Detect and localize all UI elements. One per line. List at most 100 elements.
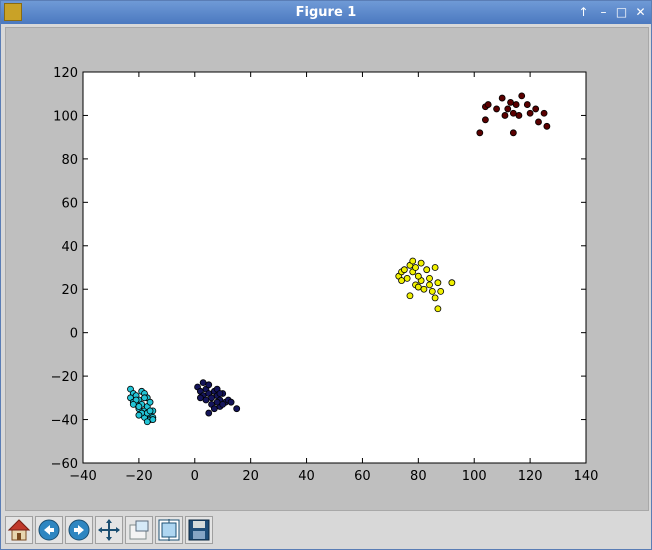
- data-point-series-0: [143, 418, 151, 426]
- zoom-rect-icon: [129, 520, 149, 540]
- data-point-series-2: [431, 264, 439, 271]
- data-point-series-2: [412, 264, 419, 271]
- back-button[interactable]: [35, 516, 63, 544]
- data-point-series-3: [504, 105, 512, 113]
- data-point-series-2: [414, 283, 422, 291]
- y-tick-label: 40: [61, 240, 78, 255]
- app-icon: [4, 3, 22, 21]
- data-point-series-0: [146, 407, 154, 415]
- data-point-series-1: [219, 400, 227, 408]
- data-point-series-0: [149, 416, 157, 423]
- data-point-series-2: [434, 279, 442, 287]
- y-tick-label: −20: [51, 370, 78, 385]
- zoom-button[interactable]: [125, 516, 153, 544]
- data-point-series-3: [512, 101, 520, 108]
- data-point-series-3: [532, 105, 540, 113]
- y-tick-label: 100: [53, 109, 78, 124]
- data-point-series-3: [523, 101, 531, 108]
- save-disk-icon: [188, 519, 210, 541]
- data-point-series-3: [518, 92, 526, 100]
- data-point-series-2: [414, 272, 422, 280]
- data-point-series-2: [437, 287, 445, 295]
- x-tick-label: 80: [410, 469, 427, 484]
- data-point-series-2: [423, 266, 431, 274]
- y-tick-label: 60: [61, 196, 78, 211]
- x-tick-label: 60: [354, 469, 371, 484]
- minimize-button[interactable]: –: [600, 5, 607, 19]
- y-tick-label: −40: [51, 414, 78, 429]
- subplots-icon: [158, 519, 180, 541]
- close-button[interactable]: ✕: [635, 5, 646, 19]
- data-point-series-2: [400, 266, 408, 274]
- data-point-series-0: [129, 400, 137, 408]
- maximize-button[interactable]: □: [615, 5, 628, 19]
- data-point-series-1: [202, 396, 210, 404]
- plot-area: [83, 72, 586, 463]
- data-point-series-1: [205, 409, 213, 417]
- y-tick-label: 0: [70, 327, 78, 342]
- x-tick-label: 100: [462, 469, 487, 484]
- x-tick-label: 0: [191, 469, 199, 484]
- x-tick-label: 40: [298, 469, 315, 484]
- home-icon: [7, 519, 31, 541]
- home-button[interactable]: [5, 516, 33, 544]
- navigation-toolbar: [1, 513, 651, 549]
- data-point-series-1: [208, 394, 215, 402]
- data-point-series-3: [501, 112, 509, 119]
- data-point-series-2: [403, 274, 411, 282]
- y-tick-label: −60: [51, 457, 78, 472]
- data-point-series-1: [213, 398, 221, 406]
- forward-button[interactable]: [65, 516, 93, 544]
- y-tick-label: 80: [61, 153, 78, 168]
- data-point-series-3: [526, 109, 534, 117]
- subplots-button[interactable]: [155, 516, 183, 544]
- data-point-series-2: [434, 305, 442, 313]
- data-point-series-0: [141, 394, 148, 402]
- window-title: Figure 1: [295, 5, 357, 20]
- data-point-series-3: [543, 122, 551, 130]
- data-point-series-3: [509, 129, 517, 137]
- data-point-series-0: [135, 411, 143, 419]
- data-point-series-1: [227, 398, 235, 406]
- data-point-series-2: [426, 281, 433, 289]
- data-point-series-2: [409, 257, 417, 265]
- data-point-series-0: [135, 403, 143, 410]
- data-point-series-1: [233, 405, 241, 413]
- back-arrow-icon: [38, 519, 60, 541]
- data-point-series-2: [398, 277, 405, 284]
- pan-button[interactable]: [95, 516, 123, 544]
- data-point-series-3: [481, 116, 489, 124]
- y-tick-label: 20: [61, 283, 78, 298]
- figure-canvas[interactable]: −40 −20 0 20 40 60 80 100 120 140 −60 −40 −20 0 20 40 60…: [5, 27, 649, 511]
- data-point-series-2: [417, 259, 425, 267]
- data-point-series-3: [515, 112, 523, 119]
- axes-frame: [82, 71, 587, 464]
- forward-arrow-icon: [68, 519, 90, 541]
- data-point-series-2: [420, 285, 428, 293]
- data-point-series-1: [196, 394, 204, 402]
- data-point-series-1: [216, 390, 224, 397]
- scatter-plot: −40 −20 0 20 40 60 80 100 120 140−60−40−200204060…: [51, 66, 599, 484]
- data-point-series-2: [426, 274, 433, 282]
- pan-arrows-icon: [98, 519, 120, 541]
- title-bar[interactable]: Figure 1 ↑ – □ ✕: [1, 1, 651, 24]
- data-point-series-3: [484, 101, 492, 108]
- keep-above-button[interactable]: ↑: [578, 5, 589, 19]
- data-point-series-3: [540, 109, 548, 117]
- data-point-series-3: [498, 94, 506, 102]
- data-point-series-3: [507, 99, 514, 106]
- data-point-series-0: [146, 398, 154, 406]
- data-point-series-2: [431, 294, 439, 302]
- x-tick-label: −20: [125, 469, 152, 484]
- save-button[interactable]: [185, 516, 213, 544]
- data-point-series-2: [428, 287, 436, 295]
- data-point-series-3: [535, 118, 542, 126]
- data-point-series-2: [406, 292, 414, 300]
- x-tick-label: 20: [242, 469, 259, 484]
- y-tick-label: 120: [53, 66, 78, 81]
- x-tick-label: −40: [69, 469, 96, 484]
- data-point-series-3: [493, 105, 500, 113]
- data-point-series-3: [476, 129, 484, 137]
- data-point-series-3: [509, 109, 517, 117]
